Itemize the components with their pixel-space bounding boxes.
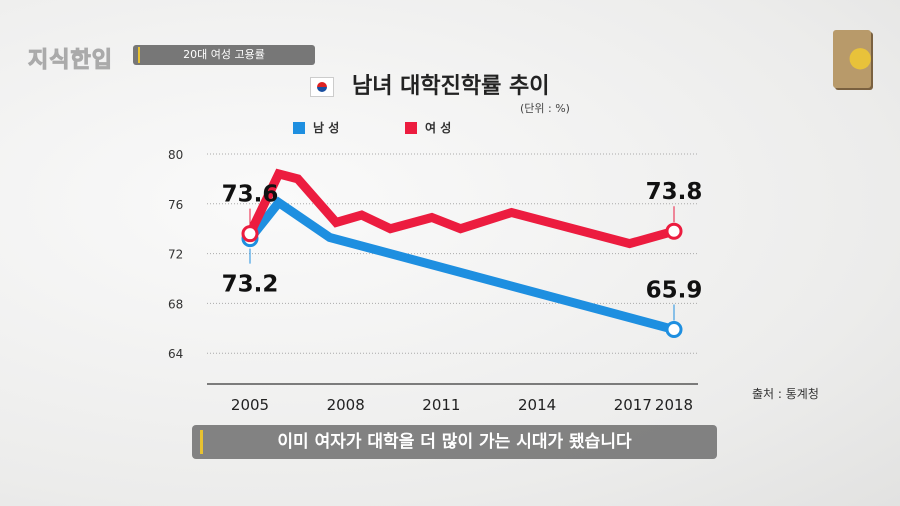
x-tick-label: 2008 — [327, 396, 365, 414]
x-tick-label: 2011 — [422, 396, 460, 414]
x-tick-label: 2005 — [231, 396, 269, 414]
x-tick-label: 2014 — [518, 396, 556, 414]
series-line — [246, 196, 676, 334]
legend-female: 여 성 — [405, 119, 451, 136]
x-tick-label: 2017 — [614, 396, 652, 414]
book-spoon-icon: ● — [833, 30, 872, 88]
data-point — [241, 225, 259, 243]
series-line — [245, 168, 676, 249]
legend-male: 남 성 — [293, 119, 339, 136]
data-point — [665, 222, 683, 240]
legend-swatch — [405, 122, 417, 134]
x-tick-label: 2018 — [655, 396, 693, 414]
chart-title: 남녀 대학진학률 추이 — [310, 68, 549, 100]
legend-label: 남 성 — [313, 121, 340, 135]
chart-title-text: 남녀 대학진학률 추이 — [352, 74, 550, 99]
legend-swatch — [293, 122, 305, 134]
data-label: 73.2 — [222, 272, 279, 298]
data-label: 73.6 — [222, 182, 279, 208]
subtitle-caption: 이미 여자가 대학을 더 많이 가는 시대가 됐습니다 — [192, 425, 717, 459]
y-tick-label: 68 — [168, 297, 183, 311]
topic-tag: 20대 여성 고용률 — [133, 45, 315, 65]
data-point — [665, 321, 683, 339]
y-tick-label: 72 — [168, 248, 183, 262]
legend-label: 여 성 — [425, 121, 452, 135]
channel-logo: 지식한입 — [28, 48, 113, 74]
y-tick-label: 80 — [168, 148, 183, 162]
y-tick-label: 64 — [168, 347, 183, 361]
data-label: 73.8 — [646, 179, 703, 205]
y-tick-label: 76 — [168, 198, 183, 212]
unit-label: (단위 : %) — [520, 102, 570, 115]
source-label: 출처 : 통계청 — [752, 387, 819, 401]
korea-flag-icon — [310, 77, 334, 97]
data-label: 65.9 — [646, 278, 703, 304]
